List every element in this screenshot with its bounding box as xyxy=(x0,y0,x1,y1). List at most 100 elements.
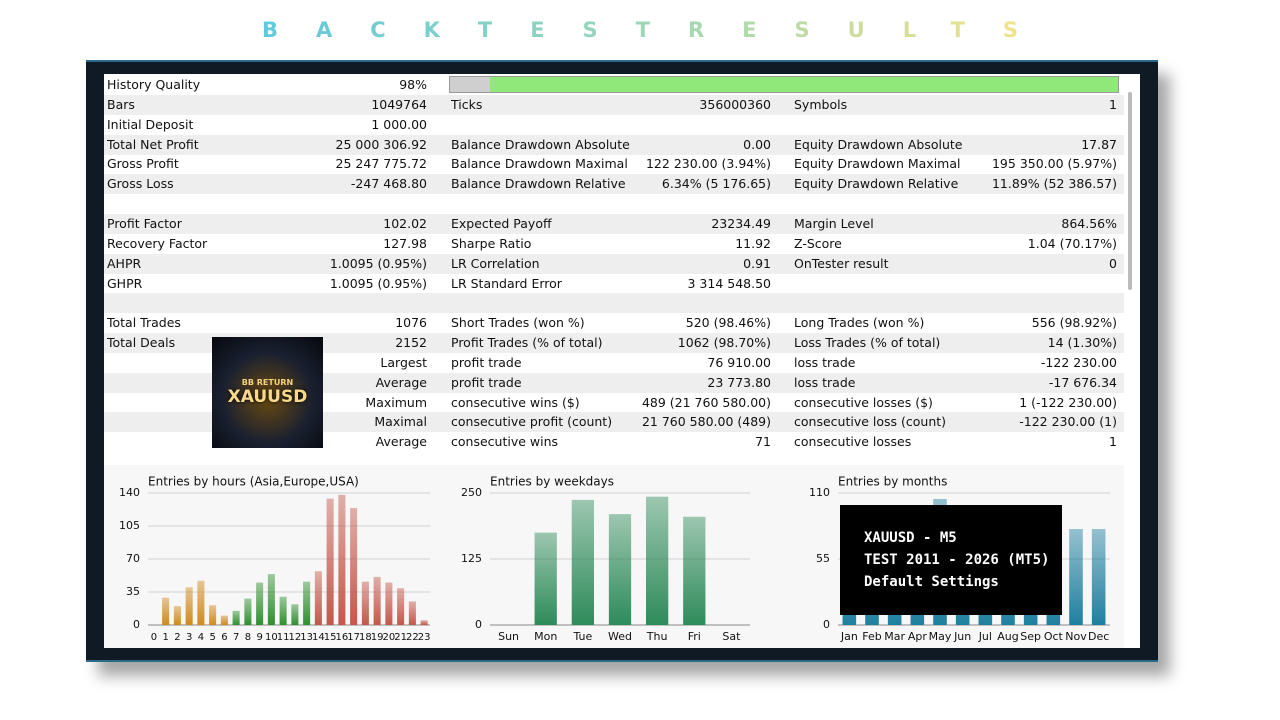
cell-label: Profit Trades (% of total) xyxy=(451,335,603,351)
cell-value: -122 230.00 xyxy=(1040,354,1117,370)
cell-value: 2152 xyxy=(395,335,427,351)
cell-label: Equity Drawdown Relative xyxy=(794,176,959,192)
cell-value: 1062 (98.70%) xyxy=(677,335,771,351)
x-tick-label: 11 xyxy=(277,632,290,643)
cell-label: Balance Drawdown Maximal xyxy=(451,156,628,172)
cell-value: 11.92 xyxy=(735,235,771,251)
x-tick-label: 14 xyxy=(312,632,325,643)
cell-label: Margin Level xyxy=(794,215,874,231)
logo: BB RETURN XAUUSD xyxy=(212,337,323,448)
table-row xyxy=(104,253,1124,274)
bar xyxy=(162,597,170,625)
x-tick-label: 9 xyxy=(256,632,262,643)
cell-value: 864.56% xyxy=(1061,215,1117,231)
bar xyxy=(420,620,428,625)
x-tick-label: 15 xyxy=(324,632,337,643)
bar xyxy=(256,582,264,625)
cell-label: Expected Payoff xyxy=(451,215,552,231)
cell-value: 556 (98.92%) xyxy=(1031,315,1117,331)
y-tick-label: 125 xyxy=(461,552,482,565)
table-row xyxy=(104,94,1124,115)
cell-label: Bars xyxy=(107,96,135,112)
x-tick-label: 4 xyxy=(198,632,204,643)
x-tick-label: May xyxy=(929,630,952,643)
cell-value: 0.00 xyxy=(743,136,771,152)
x-tick-label: 10 xyxy=(265,632,278,643)
cell-value: 98% xyxy=(399,77,427,92)
cell-label: Gross Loss xyxy=(107,176,174,192)
x-tick-label: Oct xyxy=(1044,630,1064,643)
cell-value: 14 (1.30%) xyxy=(1047,335,1117,351)
bar xyxy=(361,581,369,625)
cell-label: AHPR xyxy=(107,255,142,271)
cell-label: Symbols xyxy=(794,96,848,112)
y-tick-label: 0 xyxy=(475,618,482,631)
y-tick-label: 70 xyxy=(126,552,140,565)
bar xyxy=(338,494,346,625)
cell-value: Maximum xyxy=(365,394,427,410)
y-tick-label: 250 xyxy=(461,486,482,499)
cell-value: 1.0095 (0.95%) xyxy=(329,255,427,271)
bar xyxy=(279,596,287,625)
cell-label: loss trade xyxy=(794,374,856,390)
cell-value: -247 468.80 xyxy=(350,176,427,192)
bar xyxy=(1091,529,1106,625)
x-tick-label: Thu xyxy=(646,630,668,643)
bar xyxy=(314,571,322,625)
cell-value: 3 314 548.50 xyxy=(687,275,772,291)
table-row xyxy=(104,174,1124,195)
cell-value: Maximal xyxy=(374,414,427,430)
x-tick-label: Feb xyxy=(862,630,881,643)
scrollbar[interactable] xyxy=(1128,92,1132,290)
cell-label: loss trade xyxy=(794,354,856,370)
cell-label: History Quality xyxy=(107,77,201,92)
spacer-row xyxy=(104,194,1124,214)
x-tick-label: 13 xyxy=(300,632,313,643)
cell-label: Total Trades xyxy=(107,315,181,331)
x-tick-label: 21 xyxy=(394,632,407,643)
cell-label: LR Standard Error xyxy=(451,275,562,291)
x-tick-label: 16 xyxy=(336,632,349,643)
chart-title: Entries by weekdays xyxy=(490,475,614,489)
x-tick-label: 22 xyxy=(406,632,419,643)
cell-value: 17.87 xyxy=(1081,136,1117,152)
bar xyxy=(326,498,334,625)
cell-value: 1 000.00 xyxy=(371,116,427,132)
bar xyxy=(267,574,275,625)
cell-label: Balance Drawdown Relative xyxy=(451,176,626,192)
cell-label: Initial Deposit xyxy=(107,116,194,132)
overlay-line: Default Settings xyxy=(864,574,999,590)
cell-label: Equity Drawdown Maximal xyxy=(794,156,961,172)
cell-value: 23 773.80 xyxy=(707,374,771,390)
x-tick-label: Sun xyxy=(498,630,519,643)
cell-value: 1.0095 (0.95%) xyxy=(329,275,427,291)
quality-bar-gap xyxy=(450,77,490,92)
y-tick-label: 0 xyxy=(133,618,140,631)
cell-label: Profit Factor xyxy=(107,215,182,231)
logo-line: XAUUSD xyxy=(227,387,308,407)
quality-bar xyxy=(449,76,1119,93)
bar xyxy=(232,610,240,625)
bar xyxy=(608,514,632,625)
x-tick-label: 17 xyxy=(347,632,360,643)
bar xyxy=(646,496,669,625)
x-tick-label: 3 xyxy=(186,632,192,643)
cell-value: 11.89% (52 386.57) xyxy=(991,176,1117,192)
cell-label: Recovery Factor xyxy=(107,235,208,251)
cell-label: LR Correlation xyxy=(451,255,540,271)
cell-label: OnTester result xyxy=(794,255,889,271)
bar xyxy=(683,516,706,625)
x-tick-label: 23 xyxy=(418,632,431,643)
cell-value: 1 (-122 230.00) xyxy=(1019,394,1117,410)
y-tick-label: 35 xyxy=(126,585,140,598)
x-tick-label: Aug xyxy=(997,630,1018,643)
y-tick-label: 55 xyxy=(816,552,830,565)
cell-value: 1076 xyxy=(395,315,427,331)
y-tick-label: 105 xyxy=(119,519,140,532)
cell-label: consecutive loss (count) xyxy=(794,414,947,430)
x-tick-label: Mar xyxy=(884,630,905,643)
cell-value: 76 910.00 xyxy=(707,354,771,370)
cell-value: 1 xyxy=(1109,434,1117,450)
logo-line: BB RETURN xyxy=(241,378,294,387)
